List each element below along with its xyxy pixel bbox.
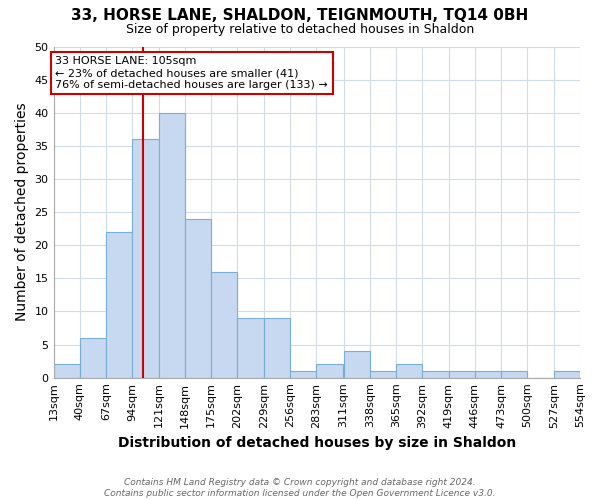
- X-axis label: Distribution of detached houses by size in Shaldon: Distribution of detached houses by size …: [118, 436, 516, 450]
- Bar: [475, 371, 501, 378]
- Y-axis label: Number of detached properties: Number of detached properties: [15, 103, 29, 322]
- Bar: [158, 112, 185, 378]
- Bar: [422, 371, 449, 378]
- Bar: [53, 364, 80, 378]
- Bar: [211, 272, 238, 378]
- Bar: [344, 351, 370, 378]
- Text: 33, HORSE LANE, SHALDON, TEIGNMOUTH, TQ14 0BH: 33, HORSE LANE, SHALDON, TEIGNMOUTH, TQ1…: [71, 8, 529, 22]
- Bar: [106, 232, 133, 378]
- Bar: [501, 371, 527, 378]
- Bar: [370, 371, 396, 378]
- Text: 33 HORSE LANE: 105sqm
← 23% of detached houses are smaller (41)
76% of semi-deta: 33 HORSE LANE: 105sqm ← 23% of detached …: [55, 56, 328, 90]
- Bar: [396, 364, 422, 378]
- Bar: [133, 139, 158, 378]
- Bar: [316, 364, 343, 378]
- Bar: [290, 371, 316, 378]
- Text: Contains HM Land Registry data © Crown copyright and database right 2024.
Contai: Contains HM Land Registry data © Crown c…: [104, 478, 496, 498]
- Bar: [264, 318, 290, 378]
- Text: Size of property relative to detached houses in Shaldon: Size of property relative to detached ho…: [126, 22, 474, 36]
- Bar: [185, 218, 211, 378]
- Bar: [238, 318, 264, 378]
- Bar: [449, 371, 475, 378]
- Bar: [80, 338, 106, 378]
- Bar: [554, 371, 580, 378]
